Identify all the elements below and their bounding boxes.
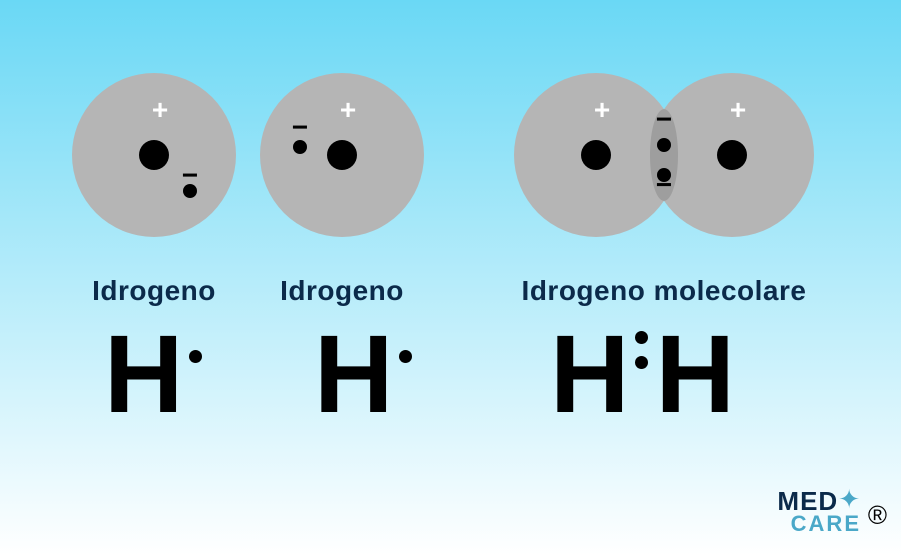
svg-text:−: − [292,112,308,143]
lewis-mid: H [314,320,412,430]
lewis-mid-H: H [314,313,393,436]
lewis-right-H2: H [655,313,734,436]
lewis-right-dot-top [635,331,648,344]
logo: MED✦ CARE ® [777,489,861,535]
label-left: Idrogeno [92,275,216,307]
lewis-left-H: H [104,313,183,436]
svg-text:+: + [594,94,610,125]
lewis-right-dot-bot [635,356,648,369]
lewis-right-H1: H [550,313,629,436]
label-right: Idrogeno molecolare [522,275,807,307]
lewis-left-dot [189,350,202,363]
svg-text:−: − [656,104,672,135]
lewis-right: H H [550,320,735,430]
svg-text:+: + [340,94,356,125]
label-mid: Idrogeno [280,275,404,307]
logo-line2: CARE [777,514,861,535]
lewis-mid-dot [399,350,412,363]
registered-icon: ® [868,503,887,528]
lewis-left: H [104,320,202,430]
diagram-canvas: + − + − + + − − Idrogeno Idrogeno Idrogeno mole… [0,0,901,555]
svg-text:−: − [656,169,672,200]
svg-text:+: + [152,94,168,125]
logo-diamond-icon: ✦ [838,487,861,512]
svg-text:−: − [182,160,198,191]
svg-text:+: + [730,94,746,125]
